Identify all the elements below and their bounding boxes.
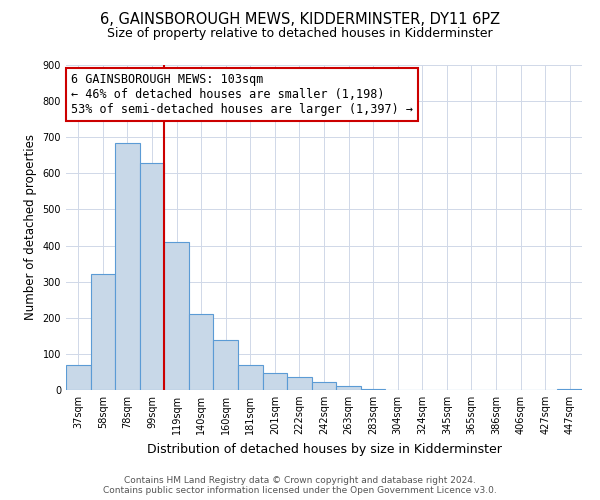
Bar [336,386,361,390]
Text: Contains HM Land Registry data © Crown copyright and database right 2024.
Contai: Contains HM Land Registry data © Crown c… [103,476,497,495]
Bar [557,389,582,390]
Bar [115,142,140,390]
Bar [91,274,115,390]
Text: Size of property relative to detached houses in Kidderminster: Size of property relative to detached ho… [107,28,493,40]
Text: 6 GAINSBOROUGH MEWS: 103sqm
← 46% of detached houses are smaller (1,198)
53% of : 6 GAINSBOROUGH MEWS: 103sqm ← 46% of det… [71,73,413,116]
Y-axis label: Number of detached properties: Number of detached properties [24,134,37,320]
Bar [312,382,336,390]
Bar [361,389,385,390]
Bar [66,364,91,390]
Bar [238,366,263,390]
X-axis label: Distribution of detached houses by size in Kidderminster: Distribution of detached houses by size … [146,442,502,456]
Bar [214,340,238,390]
Text: 6, GAINSBOROUGH MEWS, KIDDERMINSTER, DY11 6PZ: 6, GAINSBOROUGH MEWS, KIDDERMINSTER, DY1… [100,12,500,28]
Bar [263,372,287,390]
Bar [164,242,189,390]
Bar [287,378,312,390]
Bar [140,162,164,390]
Bar [189,314,214,390]
